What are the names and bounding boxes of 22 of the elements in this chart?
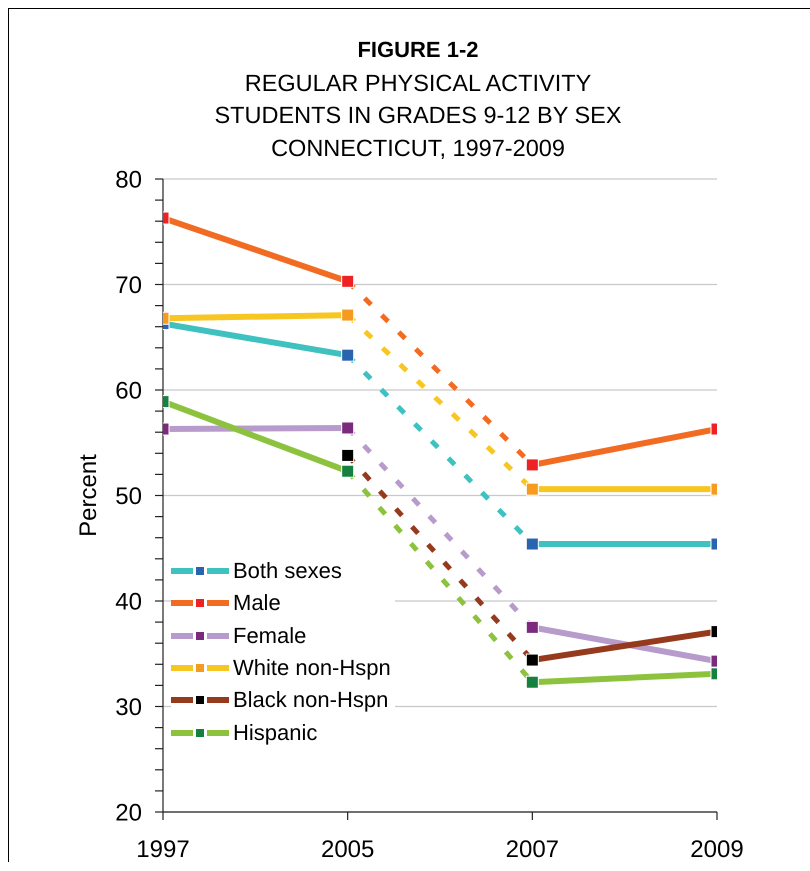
point (341, 448, 354, 462)
x-tick-label: 1997 (136, 836, 190, 864)
y-tick-label: 60 (115, 378, 142, 405)
legend-label: Black non-Hspn (233, 687, 388, 714)
y-tick-label: 50 (115, 483, 142, 510)
y-tick-label: 80 (115, 166, 142, 194)
x-tick-label: 2009 (690, 836, 744, 864)
legend-label: Both sexes (233, 558, 342, 584)
legend-label: Male (233, 590, 281, 616)
legend-label: White non-Hspn (233, 655, 391, 681)
point (526, 654, 539, 667)
y-axis-title: Percent (74, 454, 102, 537)
legend-label: Female (233, 622, 306, 649)
y-tick-label: 70 (115, 272, 142, 300)
chart-title: FIGURE 1-2 (356, 36, 480, 64)
x-tick-label: 2005 (320, 836, 374, 864)
x-tick-label: 2007 (506, 836, 560, 864)
y-tick-label: 40 (115, 588, 142, 616)
legend-label: Hispanic (233, 720, 318, 746)
y-tick-label: 20 (115, 800, 142, 827)
y-tick-label: 30 (115, 694, 142, 722)
chart-subtitle: REGULAR PHYSICAL ACTIVITY STUDENTS IN GRADES 9-12 BY SEX CONNECTICUT, 1997-2009 (213, 68, 623, 162)
